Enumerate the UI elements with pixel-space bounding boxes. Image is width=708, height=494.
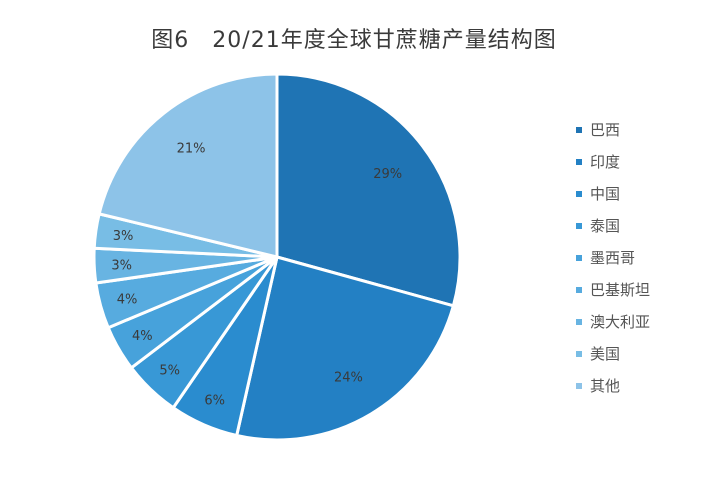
pie-slice-label-0: 29% [373, 167, 402, 182]
legend-swatch [576, 158, 582, 165]
legend-item-4: 墨西哥 [576, 242, 650, 274]
legend-item-6: 澳大利亚 [576, 306, 650, 338]
legend-item-1: 印度 [576, 146, 650, 178]
legend-item-8: 其他 [576, 370, 650, 402]
legend-label: 墨西哥 [590, 249, 636, 267]
legend-item-7: 美国 [576, 338, 650, 370]
chart-title: 图6 20/21年度全球甘蔗糖产量结构图 [151, 28, 557, 53]
legend-swatch [576, 382, 582, 389]
legend-item-0: 巴西 [576, 114, 650, 146]
legend-item-5: 巴基斯坦 [576, 274, 650, 306]
pie-slice-label-8: 21% [177, 142, 206, 157]
legend-label: 泰国 [590, 217, 621, 235]
legend-swatch [576, 286, 582, 293]
pie-slice-0 [275, 72, 462, 308]
pie-slice-label-3: 5% [159, 364, 180, 379]
legend-label: 印度 [590, 153, 621, 171]
pie-slice-8 [97, 72, 279, 259]
legend-swatch [576, 350, 582, 357]
pie-slice-labels: 29% 24% 6% 5% 4% 4% 3% 3% 21% [111, 142, 402, 409]
legend-label: 巴基斯坦 [590, 281, 651, 299]
legend-swatch [576, 190, 582, 197]
legend-label: 巴西 [590, 121, 621, 139]
legend-swatch [576, 254, 582, 261]
legend-swatch [576, 222, 582, 229]
pie-slice-label-5: 4% [117, 292, 138, 307]
pie-slice-label-4: 4% [132, 329, 153, 344]
legend-swatch [576, 126, 582, 133]
legend-swatch [576, 318, 582, 325]
legend-item-2: 中国 [576, 178, 650, 210]
pie-slice-label-7: 3% [113, 229, 134, 244]
legend-item-3: 泰国 [576, 210, 650, 242]
legend-label: 澳大利亚 [590, 313, 651, 331]
legend-label: 中国 [590, 185, 621, 203]
legend-label: 其他 [590, 377, 621, 395]
legend-label: 美国 [590, 345, 621, 363]
chart-legend: 巴西印度中国泰国墨西哥巴基斯坦澳大利亚美国其他 [576, 114, 650, 402]
pie-slices [92, 72, 462, 442]
pie-slice-1 [235, 255, 455, 442]
pie-slice-label-6: 3% [111, 258, 132, 273]
pie-slice-label-2: 6% [204, 394, 225, 409]
pie-slice-label-1: 24% [334, 370, 363, 385]
